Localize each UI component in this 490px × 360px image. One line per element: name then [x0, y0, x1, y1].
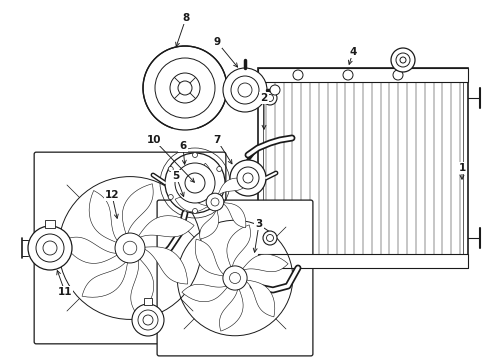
Circle shape [43, 241, 57, 255]
Circle shape [263, 231, 277, 245]
FancyBboxPatch shape [34, 152, 226, 344]
Text: 1: 1 [458, 163, 466, 173]
Polygon shape [140, 247, 188, 284]
Circle shape [229, 273, 241, 284]
Bar [263, 73, 463, 263]
Text: 12: 12 [105, 190, 119, 200]
Polygon shape [220, 286, 243, 331]
Polygon shape [243, 279, 275, 317]
Circle shape [143, 315, 153, 325]
Circle shape [223, 68, 267, 112]
FancyBboxPatch shape [157, 200, 313, 356]
Polygon shape [122, 184, 153, 238]
Text: 6: 6 [179, 141, 187, 151]
Circle shape [178, 81, 192, 95]
Circle shape [155, 58, 215, 118]
Circle shape [343, 70, 353, 80]
Text: 4: 4 [349, 47, 357, 57]
Polygon shape [240, 254, 288, 272]
Circle shape [28, 226, 72, 270]
Circle shape [263, 91, 277, 105]
Bar [258, 68, 468, 82]
Circle shape [138, 310, 158, 330]
Polygon shape [131, 256, 154, 316]
Circle shape [238, 83, 252, 97]
Bar [45, 220, 55, 228]
Circle shape [168, 194, 173, 199]
Circle shape [217, 166, 222, 171]
Text: 7: 7 [213, 135, 220, 145]
Circle shape [270, 85, 280, 95]
Circle shape [231, 76, 259, 104]
Text: 5: 5 [172, 171, 180, 181]
Bar [144, 298, 152, 305]
Circle shape [400, 57, 406, 63]
Circle shape [165, 153, 225, 213]
Polygon shape [195, 239, 227, 276]
Polygon shape [136, 216, 194, 240]
Polygon shape [198, 163, 211, 198]
Circle shape [123, 241, 137, 255]
Polygon shape [62, 237, 121, 264]
Circle shape [115, 233, 145, 263]
Polygon shape [200, 208, 219, 239]
Circle shape [391, 48, 415, 72]
Circle shape [132, 304, 164, 336]
Text: 2: 2 [260, 93, 268, 103]
Circle shape [243, 173, 253, 183]
Circle shape [223, 266, 247, 290]
Text: 8: 8 [182, 13, 190, 23]
Text: 11: 11 [58, 287, 72, 297]
Circle shape [396, 53, 410, 67]
Text: 9: 9 [214, 37, 220, 47]
Circle shape [267, 234, 273, 242]
Polygon shape [227, 225, 250, 270]
Circle shape [237, 167, 259, 189]
Circle shape [185, 173, 205, 193]
Circle shape [211, 198, 219, 206]
Circle shape [168, 166, 173, 171]
Circle shape [393, 70, 403, 80]
Text: 3: 3 [255, 219, 263, 229]
Circle shape [217, 194, 222, 199]
Circle shape [193, 153, 197, 158]
Circle shape [36, 234, 64, 262]
Text: 10: 10 [147, 135, 161, 145]
Polygon shape [82, 258, 128, 297]
Circle shape [293, 70, 303, 80]
Circle shape [143, 46, 227, 130]
Polygon shape [218, 178, 249, 197]
Bar [258, 68, 468, 268]
Circle shape [267, 94, 273, 102]
Circle shape [206, 193, 224, 211]
Circle shape [170, 73, 200, 103]
Polygon shape [182, 284, 230, 302]
Polygon shape [221, 203, 246, 228]
Circle shape [193, 208, 197, 213]
Circle shape [175, 163, 215, 203]
Bar [258, 254, 468, 268]
Polygon shape [175, 197, 210, 212]
Polygon shape [89, 190, 121, 244]
Circle shape [230, 160, 266, 196]
